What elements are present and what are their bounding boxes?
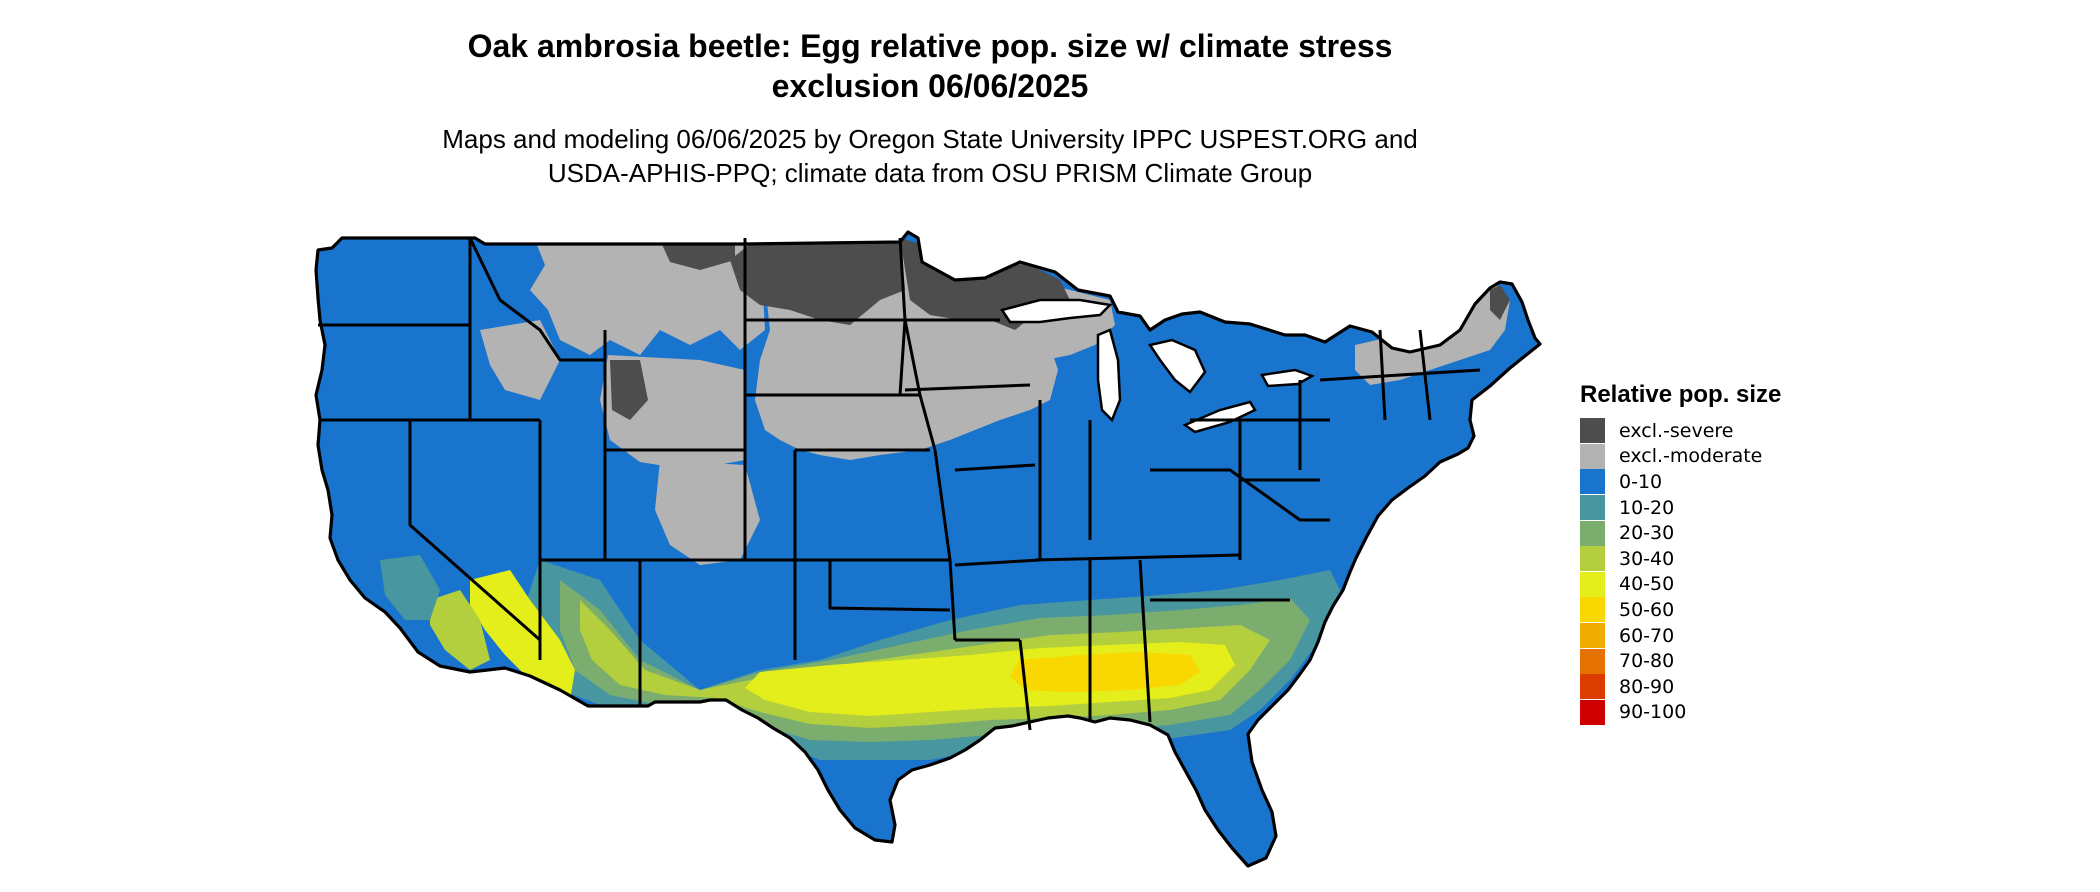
legend-item: 70-80 — [1580, 648, 1880, 674]
legend-items: excl.-severe excl.-moderate 0-10 10-20 20-30… — [1580, 418, 1880, 725]
legend-label: excl.-moderate — [1619, 445, 1763, 468]
title-line-1: Oak ambrosia beetle: Egg relative pop. s… — [467, 28, 1393, 64]
state-border — [408, 420, 541, 642]
state-border — [1378, 329, 1387, 421]
legend-label: 40-50 — [1619, 573, 1675, 596]
legend-item: 10-20 — [1580, 495, 1880, 521]
zone-excl-severe-dakota — [730, 238, 905, 325]
zone-excl-severe-maine — [1490, 285, 1510, 320]
state-border — [1034, 553, 1241, 562]
legend-item: 0-10 — [1580, 469, 1880, 495]
legend-item: 80-90 — [1580, 674, 1880, 700]
legend-swatch — [1580, 571, 1605, 597]
lake-erie — [1182, 400, 1257, 434]
title-line-2: exclusion 06/06/2025 — [771, 68, 1089, 104]
subtitle-line-2: USDA-APHIS-PPQ; climate data from OSU PR… — [547, 158, 1313, 188]
legend-title: Relative pop. size — [1580, 381, 1782, 408]
subtitle-line-1: Maps and modeling 06/06/2025 by Oregon S… — [442, 124, 1418, 154]
zone-50-60-south — [1010, 652, 1200, 692]
state-border — [1319, 368, 1481, 382]
legend-item: 50-60 — [1580, 597, 1880, 623]
legend-swatch — [1580, 699, 1605, 725]
lake-huron — [1147, 338, 1207, 394]
legend-label: 20-30 — [1619, 522, 1675, 545]
state-border — [933, 449, 957, 641]
state-border — [828, 560, 951, 612]
state-border — [1018, 639, 1032, 731]
zone-excl-severe-montana — [660, 240, 735, 270]
legend-label: 60-70 — [1619, 624, 1675, 647]
great-lakes — [999, 298, 1315, 434]
legend-swatch — [1580, 443, 1605, 469]
state-border — [903, 319, 937, 451]
legend-item: excl.-moderate — [1580, 443, 1880, 470]
state-border — [1238, 420, 1320, 482]
legend-label: 30-40 — [1619, 547, 1675, 570]
legend-item: excl.-severe — [1580, 418, 1880, 444]
legend-item: 20-30 — [1580, 520, 1880, 546]
legend-item: 40-50 — [1580, 571, 1880, 598]
legend-swatch — [1580, 623, 1605, 649]
legend-label: 80-90 — [1619, 675, 1675, 698]
lake-superior — [999, 298, 1113, 324]
state-border — [954, 558, 1041, 567]
state-border — [1150, 468, 1330, 522]
legend-swatch — [1580, 520, 1605, 546]
legend-swatch — [1580, 546, 1605, 572]
map-subtitle: Maps and modeling 06/06/2025 by Oregon S… — [0, 122, 1860, 190]
legend-swatch — [1580, 648, 1605, 674]
legend-item: 90-100 — [1580, 699, 1880, 726]
legend-label: 10-20 — [1619, 496, 1675, 519]
state-border — [904, 383, 1031, 392]
legend-label: 70-80 — [1619, 650, 1675, 673]
zone-excl-moderate-idaho — [480, 320, 560, 400]
state-borders — [318, 237, 1481, 731]
zone-excl-moderate-colorado — [655, 460, 760, 565]
legend-label: 90-100 — [1619, 701, 1687, 724]
us-outline — [314, 230, 1542, 868]
map-title: Oak ambrosia beetle: Egg relative pop. s… — [0, 26, 1860, 106]
legend-label: 0-10 — [1619, 470, 1663, 493]
state-border — [1418, 329, 1432, 421]
state-border — [954, 463, 1036, 472]
state-border — [1138, 559, 1152, 723]
legend-swatch — [1580, 597, 1605, 623]
legend-swatch — [1580, 674, 1605, 700]
legend-swatch — [1580, 495, 1605, 521]
zone-10-20-california — [380, 555, 440, 620]
legend-item: 60-70 — [1580, 623, 1880, 649]
legend-swatch — [1580, 469, 1605, 495]
zone-30-40-california — [430, 590, 490, 670]
legend-label: excl.-severe — [1619, 419, 1734, 442]
state-border — [468, 237, 605, 362]
us-map — [314, 230, 1542, 868]
lake-michigan — [1096, 328, 1122, 423]
zone-excl-moderate-montana — [530, 240, 765, 355]
legend-label: 50-60 — [1619, 598, 1675, 621]
legend: Relative pop. size excl.-severe excl.-mod… — [1580, 380, 1880, 725]
legend-swatch — [1580, 418, 1605, 444]
legend-item: 30-40 — [1580, 546, 1880, 572]
zone-excl-severe-wyoming — [610, 360, 648, 420]
